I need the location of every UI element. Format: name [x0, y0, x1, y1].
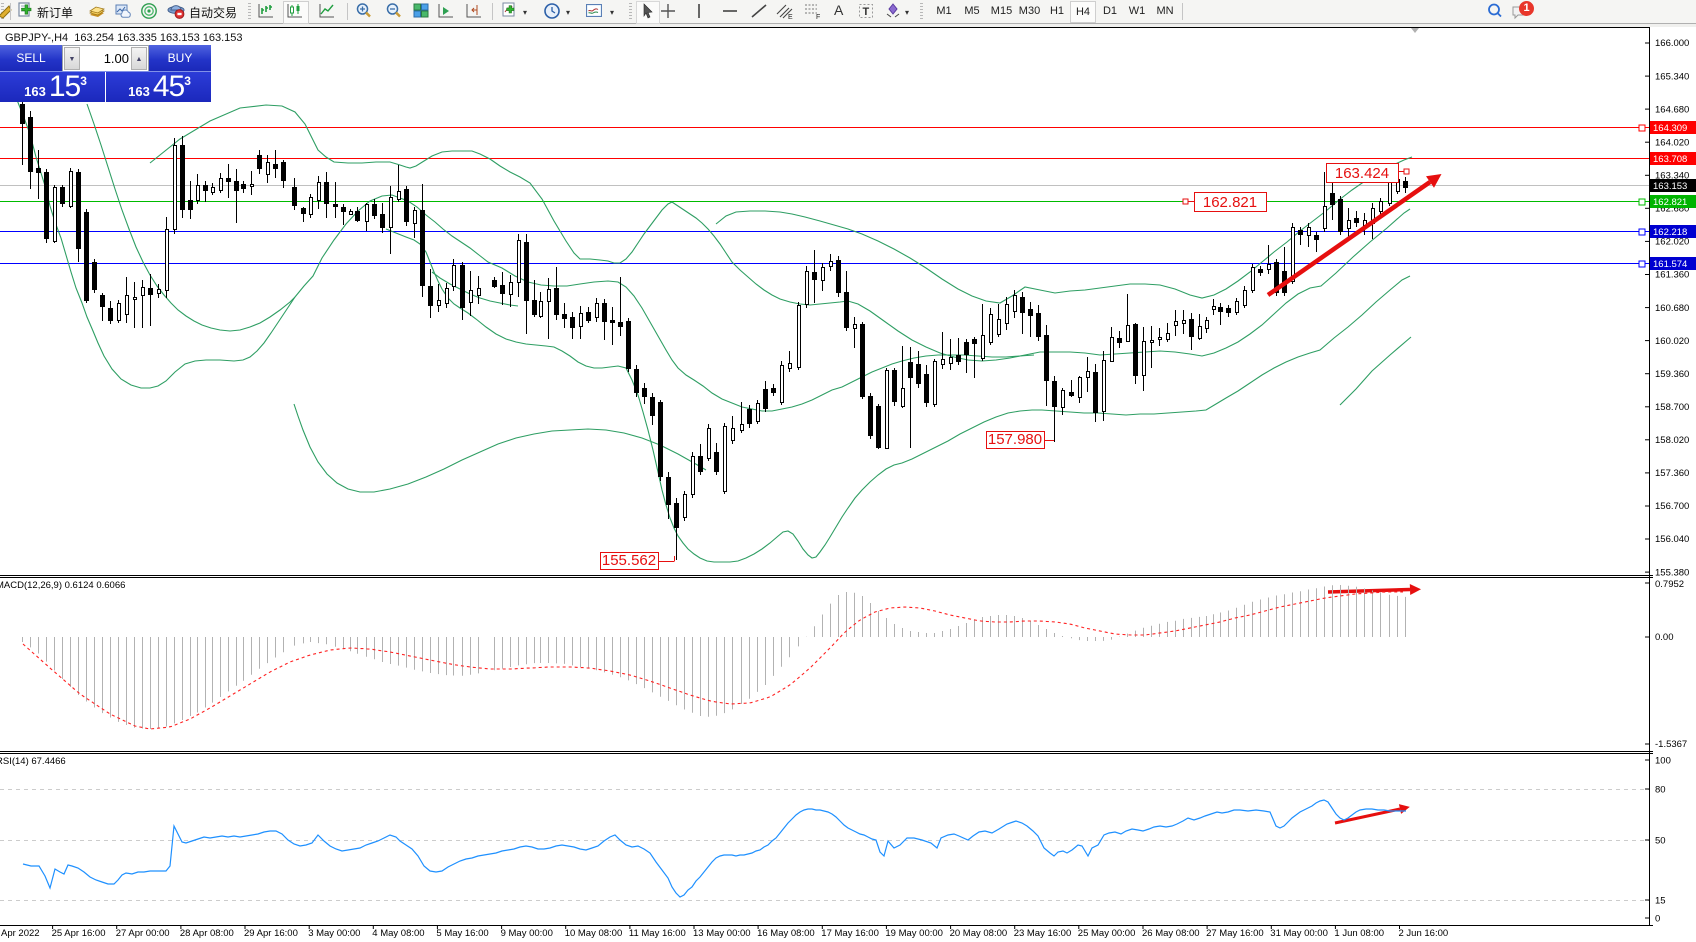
- svg-text:80: 80: [1655, 785, 1666, 796]
- svg-text:3 May 00:00: 3 May 00:00: [308, 928, 360, 939]
- svg-text:2 Jun 16:00: 2 Jun 16:00: [1399, 928, 1449, 939]
- svg-text:155.562: 155.562: [602, 552, 656, 569]
- svg-text:163.708: 163.708: [1653, 154, 1687, 165]
- svg-text:100: 100: [1655, 756, 1671, 767]
- svg-text:162.218: 162.218: [1653, 227, 1687, 238]
- svg-text:-1.5367: -1.5367: [1655, 739, 1687, 750]
- svg-text:160.680: 160.680: [1655, 303, 1689, 314]
- svg-text:31 May 00:00: 31 May 00:00: [1270, 928, 1328, 939]
- svg-text:50: 50: [1655, 836, 1666, 847]
- svg-text:16 May 08:00: 16 May 08:00: [757, 928, 815, 939]
- svg-text:155.380: 155.380: [1655, 567, 1689, 578]
- svg-text:20 May 08:00: 20 May 08:00: [950, 928, 1008, 939]
- svg-text:10 May 08:00: 10 May 08:00: [565, 928, 623, 939]
- svg-text:164.680: 164.680: [1655, 104, 1689, 115]
- svg-text:17 May 16:00: 17 May 16:00: [821, 928, 879, 939]
- svg-text:157.980: 157.980: [988, 431, 1042, 448]
- svg-text:159.360: 159.360: [1655, 369, 1689, 380]
- svg-text:157.360: 157.360: [1655, 468, 1689, 479]
- svg-text:1 Jun 08:00: 1 Jun 08:00: [1334, 928, 1384, 939]
- svg-text:4 May 08:00: 4 May 08:00: [372, 928, 424, 939]
- svg-text:158.700: 158.700: [1655, 402, 1689, 413]
- svg-text:162.821: 162.821: [1203, 194, 1257, 211]
- svg-text:T: T: [863, 6, 870, 18]
- svg-text:164.020: 164.020: [1655, 137, 1689, 148]
- svg-text:27 Apr 00:00: 27 Apr 00:00: [116, 928, 170, 939]
- svg-text:Apr 2022: Apr 2022: [1, 928, 40, 939]
- svg-text:162.680: 162.680: [1655, 204, 1689, 215]
- svg-text:163.153: 163.153: [1653, 181, 1687, 192]
- svg-text:13 May 00:00: 13 May 00:00: [693, 928, 751, 939]
- svg-text:15: 15: [1655, 896, 1666, 907]
- svg-text:0.00: 0.00: [1655, 632, 1674, 643]
- svg-text:F: F: [816, 14, 820, 20]
- svg-text:0: 0: [1655, 914, 1660, 925]
- svg-text:26 May 08:00: 26 May 08:00: [1142, 928, 1200, 939]
- svg-text:5 May 16:00: 5 May 16:00: [436, 928, 488, 939]
- svg-text:158.020: 158.020: [1655, 435, 1689, 446]
- svg-text:162.020: 162.020: [1655, 237, 1689, 248]
- svg-text:164.309: 164.309: [1653, 123, 1687, 134]
- svg-text:25 May 00:00: 25 May 00:00: [1078, 928, 1136, 939]
- svg-text:0.7952: 0.7952: [1655, 579, 1684, 590]
- svg-text:160.020: 160.020: [1655, 336, 1689, 347]
- svg-text:E: E: [788, 14, 793, 20]
- svg-text:29 Apr 16:00: 29 Apr 16:00: [244, 928, 298, 939]
- svg-text:163.340: 163.340: [1655, 171, 1689, 182]
- svg-text:9 May 00:00: 9 May 00:00: [501, 928, 553, 939]
- svg-text:161.360: 161.360: [1655, 270, 1689, 281]
- svg-text:23 May 16:00: 23 May 16:00: [1014, 928, 1072, 939]
- svg-text:162.821: 162.821: [1653, 197, 1687, 208]
- svg-text:165.340: 165.340: [1655, 71, 1689, 82]
- svg-text:166.000: 166.000: [1655, 38, 1689, 49]
- svg-text:MACD(12,26,9) 0.6124 0.6066: MACD(12,26,9) 0.6124 0.6066: [0, 580, 125, 591]
- svg-text:25 Apr 16:00: 25 Apr 16:00: [52, 928, 106, 939]
- svg-text:156.040: 156.040: [1655, 534, 1689, 545]
- svg-text:156.700: 156.700: [1655, 501, 1689, 512]
- svg-text:19 May 00:00: 19 May 00:00: [885, 928, 943, 939]
- svg-text:163.424: 163.424: [1335, 165, 1389, 182]
- svg-text:161.574: 161.574: [1653, 259, 1687, 270]
- svg-text:27 May 16:00: 27 May 16:00: [1206, 928, 1264, 939]
- svg-text:11 May 16:00: 11 May 16:00: [629, 928, 686, 939]
- svg-text:RSI(14) 67.4466: RSI(14) 67.4466: [0, 756, 66, 767]
- svg-text:28 Apr 08:00: 28 Apr 08:00: [180, 928, 234, 939]
